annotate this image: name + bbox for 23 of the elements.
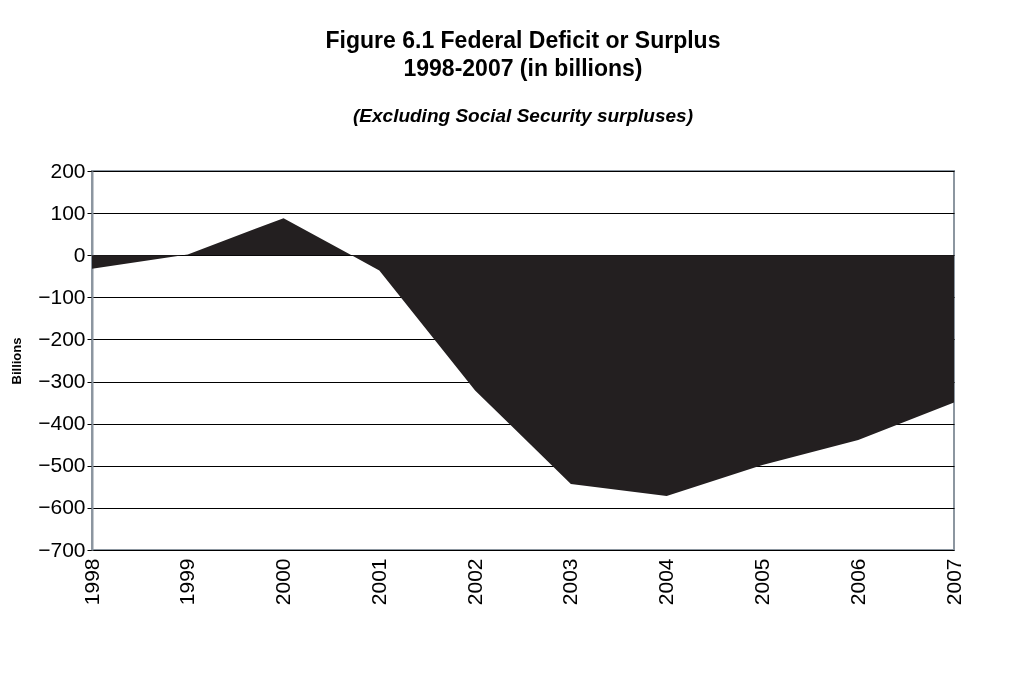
x-tick-label: 2007 (941, 558, 965, 606)
y-tick-label: −200 (38, 326, 86, 350)
x-tick-label: 2000 (271, 558, 295, 606)
x-tick-label: 1998 (79, 558, 103, 606)
y-tick-label: −100 (38, 284, 86, 308)
y-tick-label: −300 (38, 369, 86, 393)
x-tick-label: 2006 (845, 558, 869, 606)
y-axis-title: Billions (9, 337, 25, 385)
y-tick-label: −600 (38, 495, 86, 519)
x-tick-label: 2001 (366, 558, 390, 606)
x-tick-label: 2005 (749, 558, 773, 606)
y-tick-label: 100 (50, 200, 86, 224)
x-tick-label: 2003 (558, 558, 582, 606)
chart-subtitle: (Excluding Social Security surpluses) (353, 105, 693, 126)
y-tick-label: −700 (38, 537, 86, 561)
x-tick-label: 1999 (175, 558, 199, 606)
y-tick-label: 200 (50, 158, 86, 182)
x-tick-label: 2002 (462, 558, 486, 606)
y-tick-label: −400 (38, 411, 86, 435)
y-tick-label: −500 (38, 453, 86, 477)
y-tick-label: 0 (73, 242, 86, 266)
chart-title: Figure 6.1 Federal Deficit or Surplus 1998-2007 (in billions) (325, 27, 721, 81)
x-tick-label: 2004 (654, 558, 678, 606)
